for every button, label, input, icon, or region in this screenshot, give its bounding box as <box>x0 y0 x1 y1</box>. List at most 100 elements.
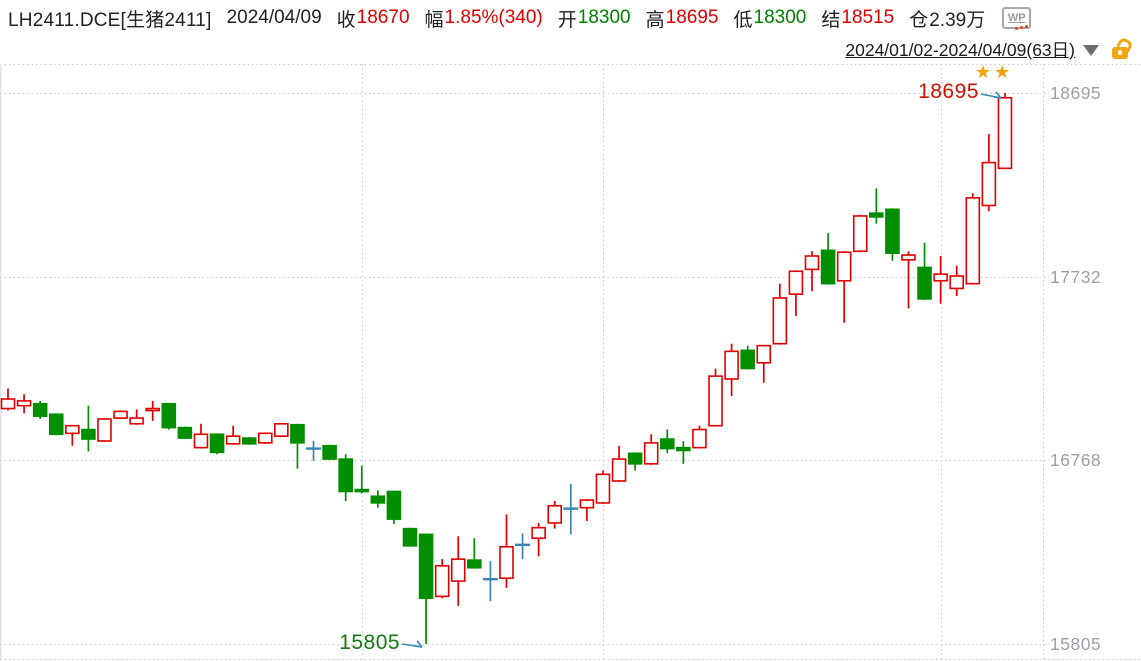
up-candle-body <box>949 275 965 290</box>
up-candle-body <box>579 499 595 509</box>
down-candle-body <box>402 527 418 547</box>
down-candle-body <box>354 488 370 493</box>
quote-field: 收 18670 <box>337 5 410 32</box>
up-candle-body <box>193 433 209 449</box>
down-candle-body <box>338 458 353 493</box>
up-candle-body <box>97 418 112 442</box>
quote-field-label: 结 <box>821 9 841 31</box>
up-candle-body <box>0 398 16 410</box>
quote-field-value: 18695 <box>665 7 719 28</box>
up-candle-body <box>547 504 563 524</box>
y-axis-tick-label: 18695 <box>1050 83 1102 103</box>
down-candle-body <box>161 402 177 429</box>
quote-field: 开 18300 <box>558 5 631 32</box>
quote-field-value: 18300 <box>753 7 807 28</box>
up-candle-body <box>965 197 981 285</box>
down-candle-body <box>659 438 675 450</box>
unlock-icon[interactable] <box>1112 46 1128 59</box>
up-candle-body <box>434 565 450 598</box>
down-candle-body <box>322 444 337 460</box>
down-candle-body <box>290 423 305 444</box>
quote-field: 幅 1.85%(340) <box>425 5 543 32</box>
down-candle-body <box>885 208 900 254</box>
quote-field: 高 18695 <box>646 5 719 32</box>
y-axis-tick-label: 17732 <box>1050 266 1102 287</box>
up-candle-body <box>225 435 241 445</box>
quote-field-label: 幅 <box>424 9 444 31</box>
quote-field-value: 18515 <box>841 7 895 28</box>
trade-date: 2024/04/09 <box>226 7 322 28</box>
annotation-arrowhead <box>995 91 1002 99</box>
y-axis-tick-label: 15805 <box>1050 634 1102 654</box>
down-candle-body <box>917 266 932 300</box>
date-range-row: 2024/01/02-2024/04/09(63日) <box>845 37 1128 62</box>
up-candle-body <box>692 428 707 449</box>
down-candle-body <box>869 212 884 218</box>
up-candle-body <box>16 400 32 407</box>
down-candle-body <box>740 349 755 370</box>
down-candle-body <box>467 559 482 569</box>
up-candle-body <box>981 161 997 207</box>
high-price-annotation: 18695 <box>918 80 979 103</box>
wp-watermark-label: WP <box>1007 12 1026 24</box>
quote-field-label: 仓 <box>909 9 929 31</box>
quote-field-label: 开 <box>557 9 577 31</box>
up-candle-body <box>772 297 788 345</box>
down-candle-body <box>820 249 836 285</box>
down-candle-body <box>627 452 643 465</box>
up-candle-body <box>933 273 948 282</box>
date-range-selector[interactable]: 2024/01/02-2024/04/09(63日) <box>845 40 1075 60</box>
low-price-annotation: 15805 <box>339 631 401 654</box>
quote-field-label: 收 <box>336 9 356 31</box>
up-candle-body <box>724 350 739 380</box>
down-candle-body <box>32 402 48 417</box>
quote-field-value: 2.39万 <box>929 9 986 31</box>
quote-field: 低 18300 <box>733 5 806 32</box>
quote-field-value: 18300 <box>577 7 631 28</box>
down-candle-body <box>177 426 193 439</box>
up-candle-body <box>708 375 723 427</box>
y-axis-tick-label: 16768 <box>1050 450 1102 471</box>
wp-watermark-icon: WP <box>1002 7 1032 29</box>
quote-field-value: 18670 <box>356 7 410 28</box>
up-candle-body <box>788 270 804 295</box>
quote-field: 仓 2.39万 <box>909 5 985 32</box>
down-candle-body <box>418 533 434 600</box>
quote-field-label: 低 <box>733 9 753 31</box>
down-candle-body <box>209 433 225 454</box>
quote-fields: 收 18670 幅 1.85%(340) 开 18300 高 18695 低 18300 结 1851… <box>337 5 986 32</box>
up-candle-body <box>611 458 627 482</box>
up-candle-body <box>113 410 128 419</box>
annotation-arrowhead <box>993 96 1002 99</box>
up-candle-body <box>499 545 514 580</box>
chevron-down-icon[interactable] <box>1083 45 1099 56</box>
up-candle-body <box>145 407 161 412</box>
quote-field-value: 1.85%(340) <box>444 7 543 28</box>
down-candle-body <box>48 413 64 436</box>
up-candle-body <box>836 251 852 282</box>
up-candle-body <box>257 432 273 444</box>
symbol-title: LH2411.DCE[生猪2411] <box>8 9 212 31</box>
up-candle-body <box>531 526 546 539</box>
down-candle-body <box>241 437 257 445</box>
down-candle-body <box>676 446 691 452</box>
down-candle-body <box>81 428 96 440</box>
quote-field: 结 18515 <box>821 5 894 32</box>
title-bar: LH2411.DCE[生猪2411] 2024/04/09 收 18670 幅 1.8… <box>8 5 1032 32</box>
up-candle-body <box>804 255 820 271</box>
up-candle-body <box>643 442 659 465</box>
up-candle-body <box>450 558 466 582</box>
up-candle-body <box>595 473 611 504</box>
quote-field-label: 高 <box>645 9 665 31</box>
annotation-arrowhead <box>414 645 423 648</box>
down-candle-body <box>370 495 386 504</box>
up-candle-body <box>274 422 289 437</box>
down-candle-body <box>386 490 402 520</box>
annotation-arrowhead <box>416 640 423 648</box>
up-candle-body <box>852 215 868 253</box>
up-candle-body <box>129 417 144 425</box>
up-candle-body <box>997 96 1013 170</box>
up-candle-body <box>756 344 772 364</box>
new-high-stars-icon: ★★ <box>975 62 1014 82</box>
